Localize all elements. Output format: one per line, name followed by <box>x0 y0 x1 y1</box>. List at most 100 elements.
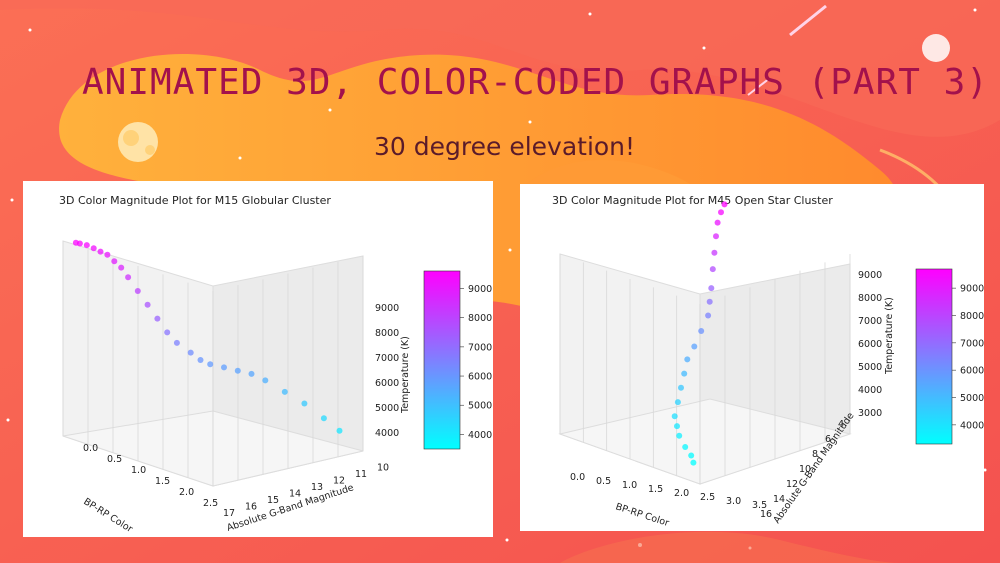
colorbar-tick-label: 8000 <box>960 311 984 322</box>
scatter-point <box>705 312 712 319</box>
y-tick-label: 15 <box>267 495 279 506</box>
y-tick-label: 4 <box>838 419 844 430</box>
scatter-point <box>682 444 689 450</box>
y-tick-label: 17 <box>223 508 235 519</box>
scatter-point <box>234 367 241 374</box>
colorbar-tick-label: 6000 <box>960 366 984 377</box>
chart-m45-colorbar-ticks: 4000 5000 6000 7000 8000 9000 <box>952 284 984 431</box>
scatter-point <box>674 423 680 430</box>
chart-m45-colorbar <box>915 268 953 445</box>
z-tick-label: 6000 <box>375 378 399 389</box>
scatter-point <box>688 452 695 459</box>
chart-m45-panes <box>558 253 852 485</box>
z-tick-label: 4000 <box>858 385 882 396</box>
colorbar-tick-label: 9000 <box>960 284 984 295</box>
scatter-point <box>221 364 227 371</box>
scatter-point <box>207 361 214 368</box>
scatter-point <box>320 415 327 422</box>
x-tick-label: 2.5 <box>700 492 715 503</box>
colorbar-tick-label: 6000 <box>468 372 492 383</box>
scatter-point <box>678 384 684 391</box>
y-tick-label: 14 <box>773 494 785 505</box>
scatter-point <box>671 413 678 420</box>
scatter-point <box>111 258 118 265</box>
x-tick-label: 1.0 <box>131 465 146 476</box>
scatter-point <box>711 249 718 256</box>
z-tick-label: 9000 <box>375 303 399 314</box>
scatter-point <box>144 301 151 308</box>
x-tick-label: 1.0 <box>622 480 637 491</box>
chart-m15-points <box>72 239 343 434</box>
z-tick-label: 5000 <box>858 362 882 373</box>
x-tick-label: 0.5 <box>596 476 611 487</box>
scatter-point <box>125 274 132 281</box>
y-tick-label: 10 <box>799 464 811 475</box>
scatter-point <box>301 400 308 407</box>
scatter-point <box>83 242 90 249</box>
colorbar-tick-label: 9000 <box>468 284 492 295</box>
chart-m15-zlabel: Temperature (K) <box>400 336 411 414</box>
scatter-point <box>187 349 194 356</box>
scatter-point <box>690 459 697 466</box>
chart-m45-gridlines <box>559 254 851 484</box>
chart-m15-colorbar <box>423 270 461 450</box>
y-tick-label: 6 <box>825 434 831 445</box>
scatter-point <box>154 315 161 322</box>
scatter-point <box>709 266 716 273</box>
scatter-point <box>76 240 83 247</box>
y-tick-label: 11 <box>355 469 367 480</box>
chart-m45-points <box>671 201 728 466</box>
slide-title: ANIMATED 3D, COLOR-CODED GRAPHS (PART 3) <box>82 62 989 103</box>
scatter-point <box>691 343 698 350</box>
scatter-point <box>248 370 255 377</box>
x-tick-label: 1.5 <box>155 476 170 487</box>
colorbar-tick-label: 8000 <box>468 313 492 324</box>
chart-m45-xlabel: BP-RP Color <box>614 501 670 529</box>
colorbar-tick-label: 5000 <box>468 401 492 412</box>
y-tick-label: 13 <box>311 482 323 493</box>
x-tick-label: 0.0 <box>570 472 585 483</box>
chart-m15-colorbar-ticks: 4000 5000 6000 7000 8000 9000 <box>460 284 492 441</box>
colorbar-tick-label: 4000 <box>468 430 492 441</box>
scatter-point <box>104 251 111 258</box>
colorbar-tick-label: 4000 <box>960 420 984 431</box>
z-tick-label: 7000 <box>375 353 399 364</box>
x-tick-label: 0.0 <box>83 443 98 454</box>
scatter-point <box>714 219 721 226</box>
chart-m15-xlabel: BP-RP Color <box>81 496 134 535</box>
chart-m15-gridlines <box>62 241 364 486</box>
scatter-point <box>684 356 691 363</box>
y-tick-label: 12 <box>333 476 345 487</box>
y-tick-label: 14 <box>289 489 301 500</box>
scatter-point <box>164 329 171 336</box>
chart-m15-panel: 3D Color Magnitude Plot for M15 Globular… <box>23 181 493 537</box>
slide-subtitle: 30 degree elevation! <box>374 132 636 161</box>
z-tick-label: 9000 <box>858 270 882 281</box>
x-tick-label: 1.5 <box>648 484 663 495</box>
chart-m45-title: 3D Color Magnitude Plot for M45 Open Sta… <box>552 194 833 207</box>
colorbar-tick-label: 7000 <box>960 338 984 349</box>
chart-m15-x-ticks: 0.0 0.5 1.0 1.5 2.0 2.5 <box>83 443 218 509</box>
scatter-point <box>718 209 724 216</box>
scatter-point <box>118 264 125 271</box>
star-orb <box>922 34 950 62</box>
chart-m45-z-ticks: 3000 4000 5000 6000 7000 8000 9000 <box>858 270 882 419</box>
scatter-point <box>134 288 141 294</box>
scatter-point <box>681 370 688 377</box>
chart-m15-svg: 3D Color Magnitude Plot for M15 Globular… <box>59 194 492 535</box>
scatter-point <box>281 388 288 395</box>
planet-icon <box>118 122 158 162</box>
y-tick-label: 16 <box>760 509 772 520</box>
scatter-point <box>90 245 97 252</box>
shooting-star <box>789 4 827 37</box>
chart-m45-x-ticks: 0.0 0.5 1.0 1.5 2.0 2.5 3.0 3.5 <box>570 472 767 511</box>
scatter-point <box>713 233 719 240</box>
y-tick-label: 16 <box>245 502 257 513</box>
y-tick-label: 12 <box>786 479 798 490</box>
chart-m45-zlabel: Temperature (K) <box>884 297 895 375</box>
z-tick-label: 4000 <box>375 428 399 439</box>
chart-m15-y-ticks: 17 16 15 14 13 12 11 10 <box>223 463 389 520</box>
scatter-point <box>708 285 715 292</box>
chart-m15-z-ticks: 4000 5000 6000 7000 8000 9000 <box>375 303 399 439</box>
